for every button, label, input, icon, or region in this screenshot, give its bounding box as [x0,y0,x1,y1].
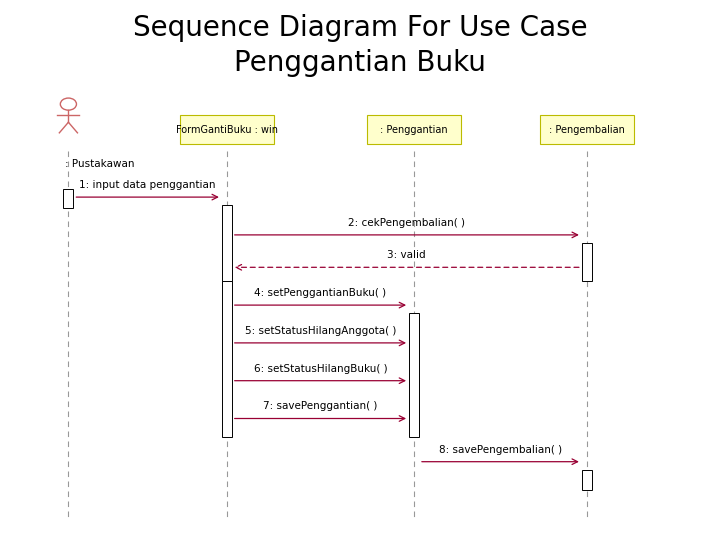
Bar [582,470,592,490]
Bar [222,281,232,437]
Text: Penggantian Buku: Penggantian Buku [234,49,486,77]
Bar [180,114,274,144]
Bar [63,189,73,208]
Bar [540,114,634,144]
Bar [222,205,232,281]
Text: : Pengembalian: : Pengembalian [549,125,625,134]
Text: 4: setPenggantianBuku( ): 4: setPenggantianBuku( ) [254,288,387,298]
Text: 2: cekPengembalian( ): 2: cekPengembalian( ) [348,218,465,228]
Text: : Penggantian: : Penggantian [380,125,448,134]
Text: FormGantiBuku : win: FormGantiBuku : win [176,125,278,134]
Text: : Pustakawan: : Pustakawan [65,159,135,170]
Bar [367,114,461,144]
Text: 3: valid: 3: valid [387,250,426,260]
Bar [409,313,419,437]
Bar [582,243,592,281]
Text: 1: input data penggantian: 1: input data penggantian [79,180,216,190]
Text: 8: savePengembalian( ): 8: savePengembalian( ) [438,444,562,455]
Text: 7: savePenggantian( ): 7: savePenggantian( ) [264,401,377,411]
Text: Sequence Diagram For Use Case: Sequence Diagram For Use Case [132,14,588,42]
Text: 6: setStatusHilangBuku( ): 6: setStatusHilangBuku( ) [253,363,387,374]
Text: 5: setStatusHilangAnggota( ): 5: setStatusHilangAnggota( ) [245,326,396,336]
